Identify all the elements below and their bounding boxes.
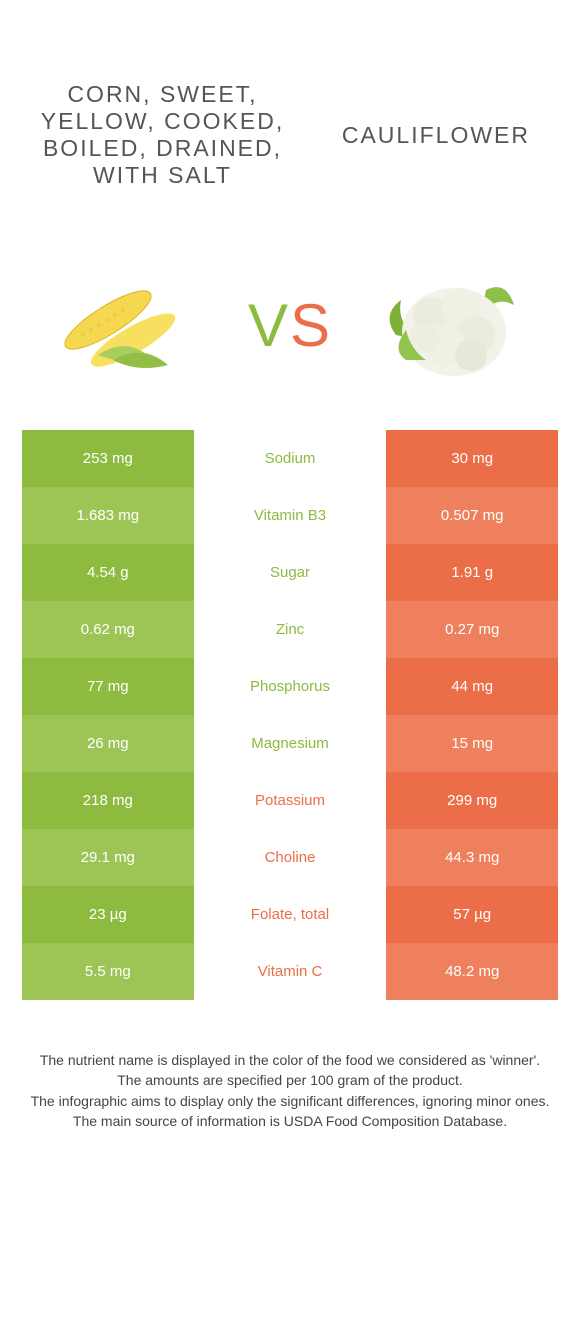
left-value: 218 mg [22,772,196,829]
footer-line-4: The main source of information is USDA F… [25,1111,555,1131]
footer-line-3: The infographic aims to display only the… [25,1091,555,1111]
right-value: 15 mg [384,715,558,772]
right-value: 1.91 g [384,544,558,601]
header: Corn, sweet, yellow, cooked, boiled, dra… [0,0,580,250]
nutrient-table: 253 mgSodium30 mg1.683 mgVitamin B30.507… [0,430,580,1000]
nutrient-label: Choline [196,829,385,886]
nutrient-label: Sodium [196,430,385,487]
nutrient-label: Folate, total [196,886,385,943]
left-value: 77 mg [22,658,196,715]
vs-s-letter: S [290,292,332,359]
left-value: 4.54 g [22,544,196,601]
right-value: 299 mg [384,772,558,829]
vs-row: VS [0,250,580,430]
nutrient-row: 26 mgMagnesium15 mg [22,715,558,772]
nutrient-row: 4.54 gSugar1.91 g [22,544,558,601]
nutrient-row: 77 mgPhosphorus44 mg [22,658,558,715]
left-food-title: Corn, sweet, yellow, cooked, boiled, dra… [40,81,285,189]
right-value: 0.27 mg [384,601,558,658]
nutrient-label: Magnesium [196,715,385,772]
footer-line-2: The amounts are specified per 100 gram o… [25,1070,555,1090]
nutrient-row: 253 mgSodium30 mg [22,430,558,487]
left-value: 253 mg [22,430,196,487]
right-food-title: Cauliflower [285,122,540,149]
right-value: 0.507 mg [384,487,558,544]
vs-label: VS [248,291,332,360]
cauliflower-image [374,248,529,403]
nutrient-label: Phosphorus [196,658,385,715]
right-value: 48.2 mg [384,943,558,1000]
cauliflower-icon [376,260,526,390]
vs-v-letter: V [248,292,290,359]
nutrient-label: Vitamin B3 [196,487,385,544]
right-value: 57 µg [384,886,558,943]
nutrient-row: 0.62 mgZinc0.27 mg [22,601,558,658]
corn-icon [53,265,203,385]
footer: The nutrient name is displayed in the co… [0,1000,580,1151]
nutrient-row: 23 µgFolate, total57 µg [22,886,558,943]
footer-line-1: The nutrient name is displayed in the co… [25,1050,555,1070]
left-value: 5.5 mg [22,943,196,1000]
right-value: 30 mg [384,430,558,487]
nutrient-label: Zinc [196,601,385,658]
nutrient-row: 29.1 mgCholine44.3 mg [22,829,558,886]
left-value: 29.1 mg [22,829,196,886]
nutrient-row: 218 mgPotassium299 mg [22,772,558,829]
nutrient-label: Potassium [196,772,385,829]
corn-image [51,248,206,403]
nutrient-row: 1.683 mgVitamin B30.507 mg [22,487,558,544]
nutrient-label: Sugar [196,544,385,601]
left-value: 1.683 mg [22,487,196,544]
right-value: 44 mg [384,658,558,715]
left-value: 0.62 mg [22,601,196,658]
left-value: 26 mg [22,715,196,772]
right-value: 44.3 mg [384,829,558,886]
left-value: 23 µg [22,886,196,943]
nutrient-label: Vitamin C [196,943,385,1000]
nutrient-row: 5.5 mgVitamin C48.2 mg [22,943,558,1000]
